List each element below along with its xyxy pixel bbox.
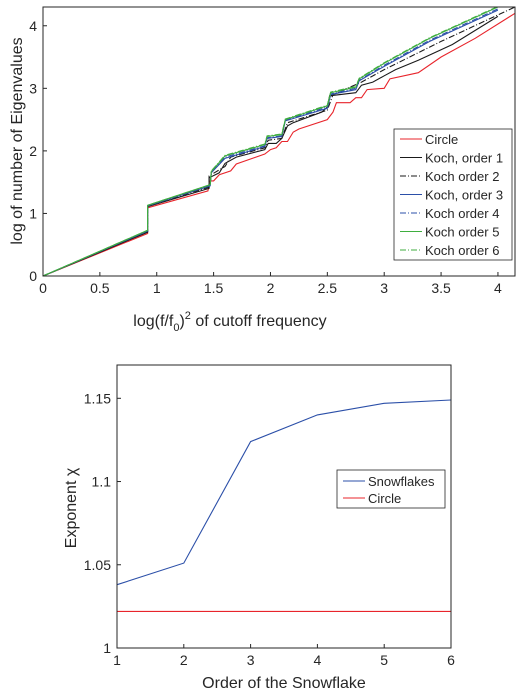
x-tick-label: 1 [153,280,161,296]
y-tick-label: 3 [29,80,37,96]
tick-group: 1 2 3 4 5 6 1 1.05 1.1 1.15 [84,390,455,668]
y-tick-label: 1.15 [84,390,111,406]
legend: Snowflakes Circle [336,469,446,509]
x-tick-label: 3.5 [431,280,451,296]
legend-label: Circle [368,491,401,506]
series-group [42,5,516,277]
x-tick-label: 4 [314,652,322,668]
x-tick-label: 4 [494,280,502,296]
x-axis-label: log(f/f0)2 of cutoff frequency [133,310,326,334]
series-line-koch-order-6 [42,5,499,277]
eigenvalue-chart: 0 0.5 1 1.5 2 2.5 3 3.5 4 0 1 2 3 4 log(f/f0)2 of cut… [9,5,516,334]
legend: Circle Koch, order 1 Koch order 2 Koch, ord… [393,128,513,261]
x-tick-label: 1 [113,652,121,668]
legend-label: Koch order 2 [425,169,499,184]
legend-label: Koch order 5 [425,225,499,240]
x-tick-label: 2 [180,652,188,668]
x-tick-label: 3 [247,652,255,668]
series-line-koch-order-4 [42,8,499,277]
x-tick-label: 2.5 [318,280,338,296]
y-tick-label: 0 [29,268,37,284]
legend-label: Circle [425,132,458,147]
y-tick-label: 2 [29,143,37,159]
tick-group: 0 0.5 1 1.5 2 2.5 3 3.5 4 0 1 2 3 4 [29,18,502,296]
x-tick-label: 1.5 [204,280,224,296]
legend-label: Koch, order 3 [425,188,503,203]
y-axis-label: Exponent χ [63,467,80,548]
legend-label: Koch order 4 [425,206,499,221]
x-tick-label: 0.5 [90,280,110,296]
legend-box [336,469,446,509]
y-tick-label: 1.1 [92,474,112,490]
x-tick-label: 3 [380,280,388,296]
legend-label: Koch, order 1 [425,151,503,166]
series-line-circle [42,12,516,277]
series-line-snowflakes [116,399,452,586]
x-tick-label: 0 [39,280,47,296]
y-tick-label: 4 [29,18,37,34]
series-group [116,399,452,612]
series-line-koch-order-2 [42,6,516,277]
y-tick-label: 1.05 [84,557,111,573]
y-tick-label: 1 [103,640,111,656]
x-tick-label: 5 [380,652,388,668]
x-tick-label: 2 [267,280,275,296]
y-axis-label: log of number of Eigenvalues [9,37,26,244]
series-line-koch-order-3 [42,9,499,277]
axes-frame [42,6,516,277]
x-axis-label: Order of the Snowflake [202,675,366,692]
y-tick-label: 1 [29,205,37,221]
legend-label: Koch order 6 [425,243,499,258]
x-tick-label: 6 [447,652,455,668]
legend-label: Snowflakes [368,474,435,489]
axes-frame [116,364,452,649]
exponent-chart: 1 2 3 4 5 6 1 1.05 1.1 1.15 Order of the Snowflak… [63,364,455,692]
